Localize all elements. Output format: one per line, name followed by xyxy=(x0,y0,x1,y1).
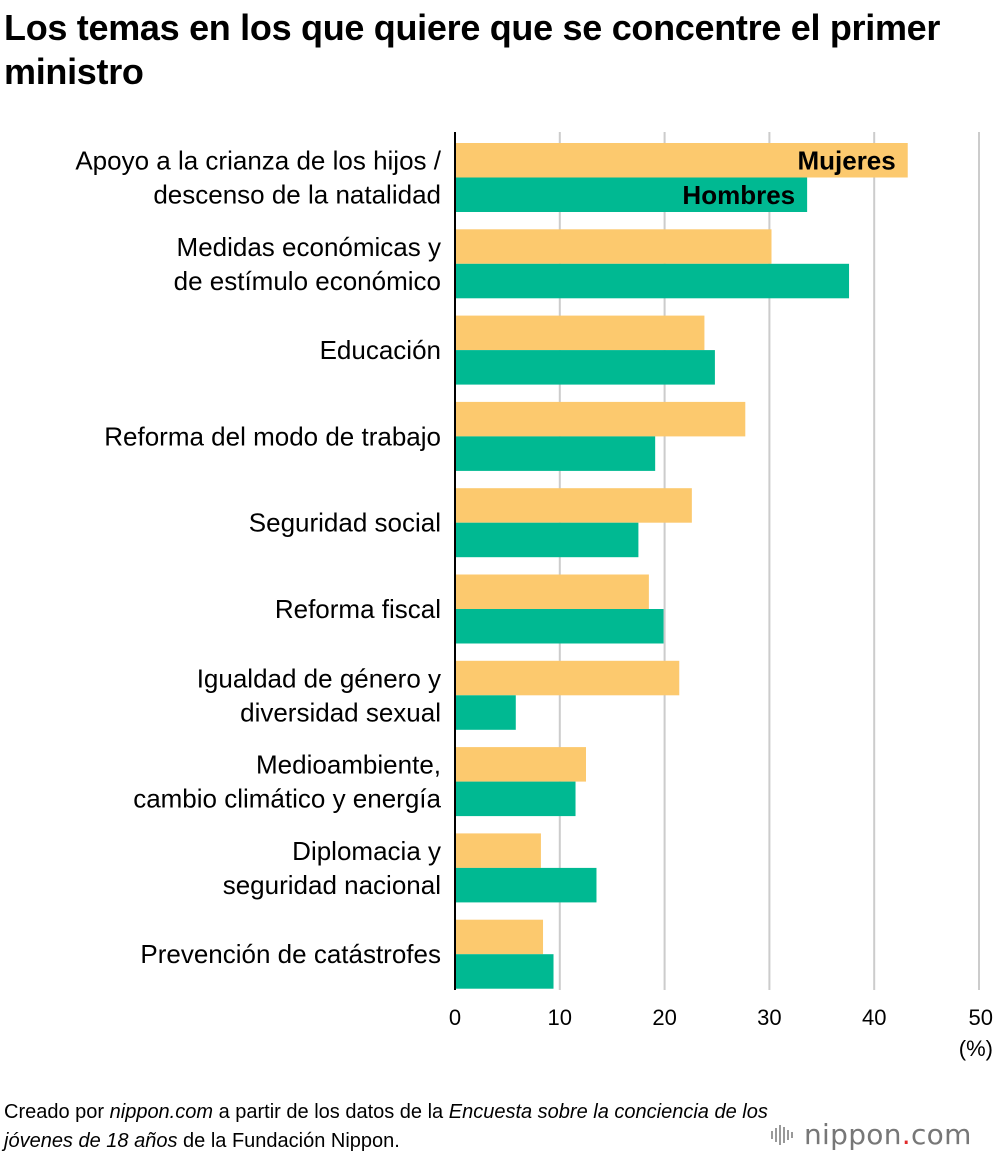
category-label-line: Medidas económicas y xyxy=(177,232,441,262)
x-tick-label-50: 50 xyxy=(969,1005,993,1030)
bar-mujeres-5 xyxy=(455,488,692,523)
bar-hombres-9 xyxy=(455,867,597,903)
bar-hombres-2 xyxy=(455,263,850,299)
category-label-line: Diplomacia y xyxy=(292,836,441,866)
category-label-line: Educación xyxy=(320,335,441,365)
category-label-line: Seguridad social xyxy=(249,508,441,538)
category-label-1: Apoyo a la crianza de los hijos / descens… xyxy=(75,146,441,210)
brand-name: nippon xyxy=(804,1118,902,1151)
category-label-line: Apoyo a la crianza de los hijos / xyxy=(75,146,441,176)
x-tick-label-0: 0 xyxy=(449,1005,461,1030)
category-label-8: Medioambiente, cambio climático y energía xyxy=(133,750,441,814)
brand-logo: nippon.com xyxy=(770,1118,972,1151)
source-site: nippon.com xyxy=(109,1101,214,1123)
bar-mujeres-1 xyxy=(455,143,908,178)
source-text-2: a partir de los datos de la xyxy=(213,1101,449,1123)
category-label-line: Reforma del modo de trabajo xyxy=(104,421,441,451)
bar-hombres-8 xyxy=(455,781,576,817)
bar-mujeres-10 xyxy=(455,919,544,955)
bar-hombres-1 xyxy=(455,177,808,212)
category-label-3: Educación xyxy=(320,335,441,365)
category-label-5: Seguridad social xyxy=(249,508,441,538)
category-label-line: cambio climático y energía xyxy=(133,784,441,814)
x-tick-label-30: 30 xyxy=(757,1005,781,1030)
bar-hombres-3 xyxy=(455,350,715,385)
bar-mujeres-8 xyxy=(455,747,586,782)
x-tick-label-40: 40 xyxy=(862,1005,886,1030)
category-label-4: Reforma del modo de trabajo xyxy=(104,421,441,451)
category-label-line: diversidad sexual xyxy=(240,697,441,727)
legend-label-hombres: Hombres xyxy=(682,180,795,210)
category-label-line: seguridad nacional xyxy=(223,870,441,900)
bar-mujeres-7 xyxy=(455,660,680,696)
brand-dot: . xyxy=(901,1118,911,1151)
bar-hombres-5 xyxy=(455,522,639,558)
bar-mujeres-9 xyxy=(455,833,541,868)
brand-wordmark: nippon.com xyxy=(804,1118,972,1151)
category-label-line: Medioambiente, xyxy=(256,750,441,780)
category-label-2: Medidas económicas y de estímulo económic… xyxy=(174,232,441,296)
category-label-line: Igualdad de género y xyxy=(197,663,441,693)
category-label-6: Reforma fiscal xyxy=(275,594,441,624)
category-label-10: Prevención de catástrofes xyxy=(140,939,441,969)
source-text-1: Creado por xyxy=(4,1101,110,1123)
category-label-line: descenso de la natalidad xyxy=(153,180,441,210)
bar-hombres-7 xyxy=(455,695,516,730)
bar-hombres-4 xyxy=(455,436,656,471)
x-unit-label: (%) xyxy=(959,1036,993,1061)
bar-hombres-10 xyxy=(455,954,554,989)
bar-mujeres-3 xyxy=(455,315,705,351)
chart-title: Los temas en los que quiere que se conce… xyxy=(4,7,941,92)
category-label-line: Reforma fiscal xyxy=(275,594,441,624)
bar-hombres-6 xyxy=(455,609,664,644)
category-label-7: Igualdad de género y diversidad sexual xyxy=(197,663,441,727)
bar-chart: Apoyo a la crianza de los hijos / descens… xyxy=(75,132,993,1061)
bar-mujeres-2 xyxy=(455,229,772,264)
source-text-3: de la Fundación Nippon. xyxy=(177,1130,400,1152)
bar-mujeres-6 xyxy=(455,574,649,609)
x-tick-label-10: 10 xyxy=(548,1005,572,1030)
bar-mujeres-4 xyxy=(455,401,746,437)
category-label-line: de estímulo económico xyxy=(174,266,441,296)
source-note: Creado por nippon.com a partir de los da… xyxy=(4,1098,784,1156)
category-label-line: Prevención de catástrofes xyxy=(140,939,441,969)
source-survey: Encuesta sobre la conciencia de los jóve… xyxy=(4,1101,768,1152)
x-tick-label-20: 20 xyxy=(652,1005,676,1030)
nippon-logo-icon xyxy=(771,1124,793,1145)
brand-tld: com xyxy=(910,1118,972,1151)
category-label-9: Diplomacia y seguridad nacional xyxy=(223,836,441,900)
legend-label-mujeres: Mujeres xyxy=(797,145,895,175)
